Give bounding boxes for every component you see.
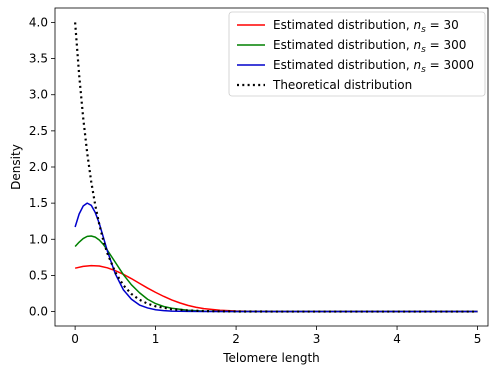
legend-entry-label: Theoretical distribution xyxy=(272,78,412,92)
y-tick-label: 4.0 xyxy=(29,15,48,29)
x-tick-label: 2 xyxy=(232,332,240,346)
legend-entry-label: Estimated distribution, ns = 3000 xyxy=(273,58,474,75)
x-tick-label: 3 xyxy=(313,332,321,346)
x-axis-ticks: 0 1 2 3 4 5 xyxy=(71,326,481,346)
legend-entry-label: Estimated distribution, ns = 30 xyxy=(273,18,459,35)
y-tick-label: 1.5 xyxy=(29,196,48,210)
x-tick-label: 0 xyxy=(71,332,79,346)
y-tick-label: 0.5 xyxy=(29,268,48,282)
y-tick-label: 2.0 xyxy=(29,160,48,174)
x-tick-label: 4 xyxy=(393,332,401,346)
y-tick-label: 2.5 xyxy=(29,124,48,138)
series-line-2 xyxy=(74,202,478,313)
legend: Estimated distribution, ns = 30 Estimated… xyxy=(228,11,486,97)
series-line-3 xyxy=(74,22,478,313)
legend-box xyxy=(228,11,486,97)
y-tick-label: 1.0 xyxy=(29,232,48,246)
plot-lines xyxy=(74,22,478,313)
y-tick-label: 3.5 xyxy=(29,52,48,66)
y-axis-ticks: 0.0 0.5 1.0 1.5 2.0 2.5 3.0 3.5 4.0 xyxy=(29,15,55,319)
x-tick-label: 5 xyxy=(474,332,482,346)
y-tick-label: 0.0 xyxy=(29,305,48,319)
x-tick-label: 1 xyxy=(152,332,160,346)
y-tick-label: 3.0 xyxy=(29,88,48,102)
x-axis-label: Telomere length xyxy=(222,351,320,365)
y-axis-label: Density xyxy=(9,144,23,190)
legend-entry-label: Estimated distribution, ns = 300 xyxy=(273,38,466,55)
